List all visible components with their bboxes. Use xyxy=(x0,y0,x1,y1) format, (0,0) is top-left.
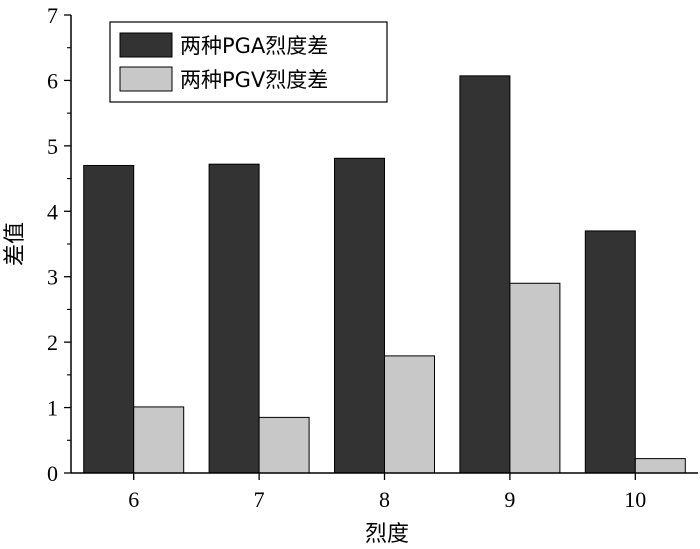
legend-label-pga: 两种PGA烈度差 xyxy=(180,34,328,58)
y-tick-label-5: 5 xyxy=(47,134,58,159)
y-axis-title: 差值 xyxy=(3,222,28,266)
bar-pgv-9 xyxy=(509,282,561,474)
y-tick-label-4: 4 xyxy=(47,199,58,224)
bar-pgv-10 xyxy=(634,458,686,474)
bars-layer xyxy=(83,75,686,474)
legend-swatch-pga xyxy=(119,32,173,58)
bar-pgv-8 xyxy=(384,355,435,474)
bar-pgv-7 xyxy=(258,416,310,474)
bar-pga-7 xyxy=(208,163,260,474)
x-tick-label-6: 6 xyxy=(128,487,139,512)
y-tick-label-7: 7 xyxy=(47,3,58,28)
bar-pga-8 xyxy=(334,157,385,474)
x-tick-label-9: 9 xyxy=(504,487,515,512)
bar-pga-6 xyxy=(83,164,135,474)
y-tick-label-1: 1 xyxy=(47,396,58,421)
bar-pga-10 xyxy=(584,230,636,474)
y-tick-label-3: 3 xyxy=(47,265,58,290)
x-axis-title: 烈度 xyxy=(365,522,409,547)
legend-swatch-pgv xyxy=(119,66,173,92)
x-tick-label-8: 8 xyxy=(379,487,390,512)
legend-label-pgv: 两种PGV烈度差 xyxy=(180,68,328,92)
bar-pgv-6 xyxy=(133,406,185,474)
axes-layer: 0 1 2 3 4 5 6 7 6 7 8 9 10 xyxy=(47,3,698,512)
x-tick-label-10: 10 xyxy=(624,487,646,512)
bar-pga-9 xyxy=(459,75,511,474)
y-tick-label-0: 0 xyxy=(47,461,58,486)
y-tick-label-2: 2 xyxy=(47,330,58,355)
legend: 两种PGA烈度差 两种PGV烈度差 xyxy=(109,21,388,103)
y-tick-label-6: 6 xyxy=(47,68,58,93)
x-tick-label-7: 7 xyxy=(254,487,265,512)
